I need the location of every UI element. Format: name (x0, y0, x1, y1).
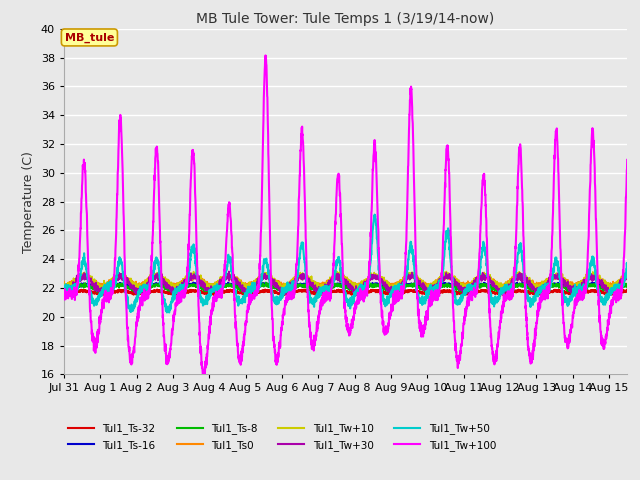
Title: MB Tule Tower: Tule Temps 1 (3/19/14-now): MB Tule Tower: Tule Temps 1 (3/19/14-now… (196, 12, 495, 26)
Legend: Tul1_Ts-32, Tul1_Ts-16, Tul1_Ts-8, Tul1_Ts0, Tul1_Tw+10, Tul1_Tw+30, Tul1_Tw+50,: Tul1_Ts-32, Tul1_Ts-16, Tul1_Ts-8, Tul1_… (64, 420, 500, 455)
Y-axis label: Temperature (C): Temperature (C) (22, 151, 35, 252)
Text: MB_tule: MB_tule (65, 32, 114, 43)
